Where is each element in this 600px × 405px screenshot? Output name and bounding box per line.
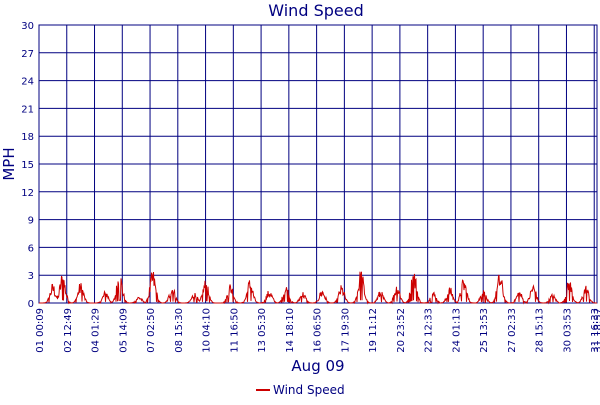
x-tick-label: 31 16:33: [590, 308, 600, 353]
x-tick-label: 30 03:53: [562, 308, 573, 353]
x-tick-label: 05 14:09: [118, 308, 129, 353]
x-tick-label: 20 23:52: [396, 308, 407, 353]
series-wind-speed: [39, 271, 597, 305]
legend: Wind Speed: [256, 383, 345, 397]
x-tick-labels: 01 00:09 02 12:49 04 01:29 05 14:09 07 02:50…: [35, 308, 600, 353]
x-tick-label: 25 13:53: [479, 308, 490, 353]
x-axis-label: Aug 09: [291, 357, 344, 375]
y-tick-label: 9: [28, 216, 34, 227]
y-tick-label: 18: [21, 132, 34, 143]
x-tick-label: 04 01:29: [91, 308, 102, 353]
x-tick-label: 13 05:30: [257, 308, 268, 353]
x-tick-label: 08 15:30: [174, 308, 185, 353]
y-tick-label: 30: [21, 21, 34, 32]
x-tick-label: 02 12:49: [63, 308, 74, 353]
y-axis-label: MPH: [0, 147, 18, 180]
x-tick-label: 16 06:50: [313, 308, 324, 353]
y-tick-label: 12: [21, 188, 34, 199]
x-tick-label: 10 04:10: [202, 308, 213, 353]
x-tick-label: 17 19:30: [340, 308, 351, 353]
y-tick-label: 0: [28, 299, 34, 310]
x-tick-label: 22 12:33: [424, 308, 435, 353]
x-tick-label: 11 16:50: [229, 308, 240, 353]
series-line-wind-speed: [39, 271, 597, 305]
x-tick-label: 31 18:57: [593, 308, 600, 353]
legend-label-wind-speed: Wind Speed: [273, 383, 345, 397]
chart-title: Wind Speed: [268, 1, 363, 20]
x-tick-label: 14 18:10: [285, 308, 296, 353]
y-tick-label: 24: [21, 77, 34, 88]
y-tick-label: 27: [21, 49, 34, 60]
x-tick-label: 01 00:09: [35, 308, 46, 353]
y-tick-label: 21: [21, 104, 34, 115]
grid-lines: [38, 24, 598, 304]
x-tick-label: 28 15:13: [535, 308, 546, 353]
y-tick-label: 6: [28, 243, 34, 254]
y-tick-label: 15: [21, 160, 34, 171]
y-tick-labels: 0 3 6 9 12 15 18 21 24 27 30: [21, 21, 34, 310]
x-tick-label: 24 01:13: [451, 308, 462, 353]
x-tick-label: 07 02:50: [146, 308, 157, 353]
x-tick-label: 19 11:12: [368, 308, 379, 353]
y-tick-label: 3: [28, 271, 34, 282]
x-tick-label: 27 02:33: [507, 308, 518, 353]
